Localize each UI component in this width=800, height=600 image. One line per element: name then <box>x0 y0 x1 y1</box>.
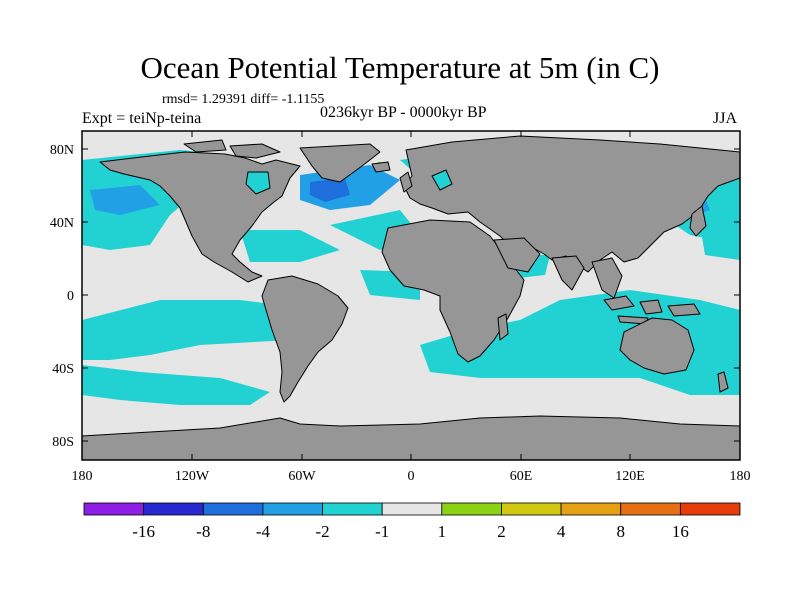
map-title: Ocean Potential Temperature at 5m (in C) <box>140 50 660 85</box>
colorbar-label: 8 <box>616 522 625 541</box>
colorbar-swatch <box>202 502 264 516</box>
x-tick-label: 60E <box>510 469 533 484</box>
south-america <box>261 275 349 403</box>
colorbar-label: 1 <box>438 522 447 541</box>
map-plot-area <box>82 131 740 460</box>
y-tick-marks <box>82 148 740 442</box>
x-tick-label: 60W <box>288 469 316 484</box>
stats-label: rmsd= 1.29391 diff= -1.1155 <box>162 92 325 107</box>
colorbar-swatch <box>620 502 681 516</box>
x-tick-label: 120W <box>175 469 210 484</box>
colorbar-label: -1 <box>375 522 389 541</box>
colorbar-label: -4 <box>256 522 271 541</box>
colorbar-label: -16 <box>132 522 155 541</box>
x-tick-label: 0 <box>408 469 415 484</box>
experiment-label: Expt = teiNp-teina <box>82 110 202 127</box>
antarctica <box>82 415 740 460</box>
x-tick-label: 120E <box>615 469 645 484</box>
colorbar-label: 4 <box>557 522 566 541</box>
y-tick-label: 40N <box>50 216 74 231</box>
colorbar-swatch <box>262 502 323 516</box>
land-masses <box>82 135 740 460</box>
y-tick-label: 80S <box>52 435 74 450</box>
colorbar-swatch <box>679 502 741 516</box>
colorbar-swatch <box>143 502 204 516</box>
colorbar: -16 -8 -4 -2 -1 1 2 4 8 16 <box>83 502 741 541</box>
colorbar-label: 2 <box>497 522 506 541</box>
colorbar-swatch <box>83 502 145 516</box>
season-label: JJA <box>713 110 738 127</box>
colorbar-swatch <box>441 502 502 516</box>
colorbar-label: -8 <box>196 522 210 541</box>
colorbar-swatch <box>322 502 383 516</box>
x-tick-label: 180 <box>72 469 93 484</box>
greenland <box>299 143 381 183</box>
colorbar-swatch <box>381 502 443 516</box>
y-tick-label: 80N <box>50 143 74 158</box>
colorbar-swatch <box>501 502 562 516</box>
colorbar-swatch <box>560 502 622 516</box>
x-tick-label: 180 <box>730 469 751 484</box>
australia <box>619 317 695 375</box>
colorbar-label: 16 <box>672 522 689 541</box>
colorbar-label: -2 <box>315 522 329 541</box>
x-tick-marks <box>81 131 741 460</box>
y-tick-label: 40S <box>52 362 74 377</box>
y-tick-label: 0 <box>67 289 74 304</box>
africa <box>381 219 525 363</box>
period-label: 0236kyr BP - 0000kyr BP <box>320 104 487 121</box>
